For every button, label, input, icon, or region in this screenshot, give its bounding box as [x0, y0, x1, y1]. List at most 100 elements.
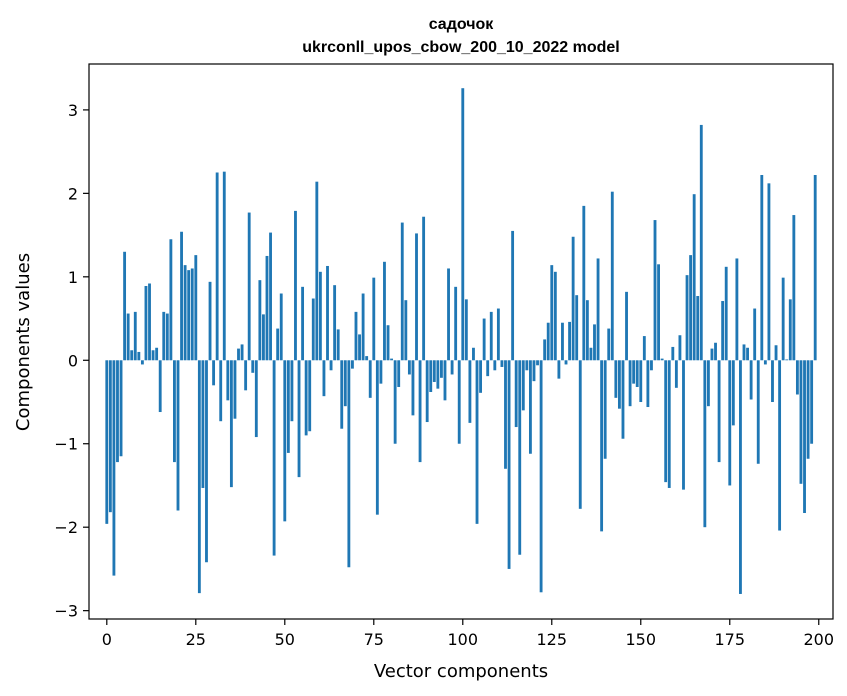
bar: [112, 360, 116, 576]
bar: [375, 360, 379, 515]
bar: [297, 360, 301, 478]
bar: [706, 360, 710, 407]
bar: [365, 356, 369, 361]
bar: [760, 175, 764, 361]
bar: [155, 347, 159, 361]
bar: [450, 360, 454, 375]
bar: [486, 360, 490, 377]
bar: [653, 220, 657, 361]
bar: [785, 359, 789, 361]
x-tick-label: 200: [803, 630, 834, 649]
bar: [361, 293, 365, 361]
bar: [553, 271, 557, 361]
bar: [667, 360, 671, 488]
bar: [472, 347, 475, 361]
bar: [468, 360, 472, 423]
bar: [500, 360, 504, 367]
bar: [116, 360, 119, 463]
bar: [404, 300, 408, 361]
bar: [208, 281, 212, 361]
y-tick-label: 1: [68, 268, 78, 287]
bar: [628, 360, 632, 407]
bar: [158, 360, 162, 413]
bar: [333, 285, 337, 361]
bar: [521, 360, 525, 411]
bar: [493, 360, 497, 371]
bar: [496, 308, 500, 361]
bar: [222, 171, 226, 361]
bar: [215, 172, 219, 361]
bar: [753, 308, 757, 361]
x-tick-label: 100: [448, 630, 479, 649]
x-tick-label: 150: [625, 630, 656, 649]
bar: [813, 175, 817, 361]
bar: [735, 258, 739, 361]
bar: [617, 360, 621, 409]
bar: [258, 280, 262, 361]
x-tick-label: 75: [364, 630, 384, 649]
bar: [664, 360, 668, 483]
bar: [279, 293, 283, 361]
x-tick-label: 175: [714, 630, 745, 649]
bar: [717, 360, 721, 463]
bar: [272, 360, 276, 556]
bar: [233, 360, 237, 419]
bar: [771, 360, 774, 403]
bar: [578, 360, 582, 509]
bar: [194, 255, 198, 361]
bar: [600, 360, 604, 532]
bar: [721, 301, 725, 361]
bar: [347, 360, 351, 568]
bar: [778, 360, 782, 531]
bar: [329, 360, 333, 371]
bar: [550, 265, 554, 361]
bar: [564, 360, 568, 365]
bar: [372, 277, 376, 361]
bar: [286, 360, 290, 453]
bar: [148, 283, 151, 361]
bar: [351, 360, 354, 369]
bar: [197, 360, 201, 594]
bar: [212, 360, 216, 386]
bar: [123, 251, 127, 361]
bar: [244, 360, 248, 391]
bar: [407, 360, 411, 375]
x-axis-ticks: 0 25 50 75 100 125 150 175 200: [102, 619, 834, 649]
bar: [144, 286, 148, 361]
bar: [596, 258, 600, 361]
bar: [326, 265, 329, 361]
bar: [632, 360, 636, 384]
bar: [696, 296, 700, 361]
bar: [390, 358, 394, 361]
bar: [568, 321, 571, 361]
bar: [689, 255, 693, 361]
bar: [315, 181, 319, 361]
bars-group: [105, 88, 817, 594]
bar: [318, 271, 322, 361]
bar: [742, 344, 746, 361]
bar: [411, 360, 415, 416]
bar: [251, 360, 255, 373]
x-tick-label: 50: [275, 630, 295, 649]
bar: [276, 328, 280, 361]
bar: [482, 318, 486, 361]
bar: [162, 311, 166, 361]
bar: [731, 360, 735, 426]
bar: [105, 360, 109, 524]
x-tick-label: 0: [102, 630, 112, 649]
bar: [265, 255, 269, 361]
bar: [130, 350, 134, 361]
bar: [803, 360, 806, 514]
bar: [536, 360, 539, 366]
bar: [436, 360, 440, 389]
bar: [237, 348, 240, 361]
bar: [714, 342, 717, 361]
bar: [657, 264, 660, 361]
bar: [795, 360, 799, 395]
bar: [464, 299, 468, 361]
bar: [290, 360, 294, 422]
x-axis-label: Vector components: [374, 661, 548, 682]
bar: [140, 360, 144, 365]
chart-title-line1: садочок: [429, 16, 495, 33]
y-tick-label: 2: [68, 184, 78, 203]
